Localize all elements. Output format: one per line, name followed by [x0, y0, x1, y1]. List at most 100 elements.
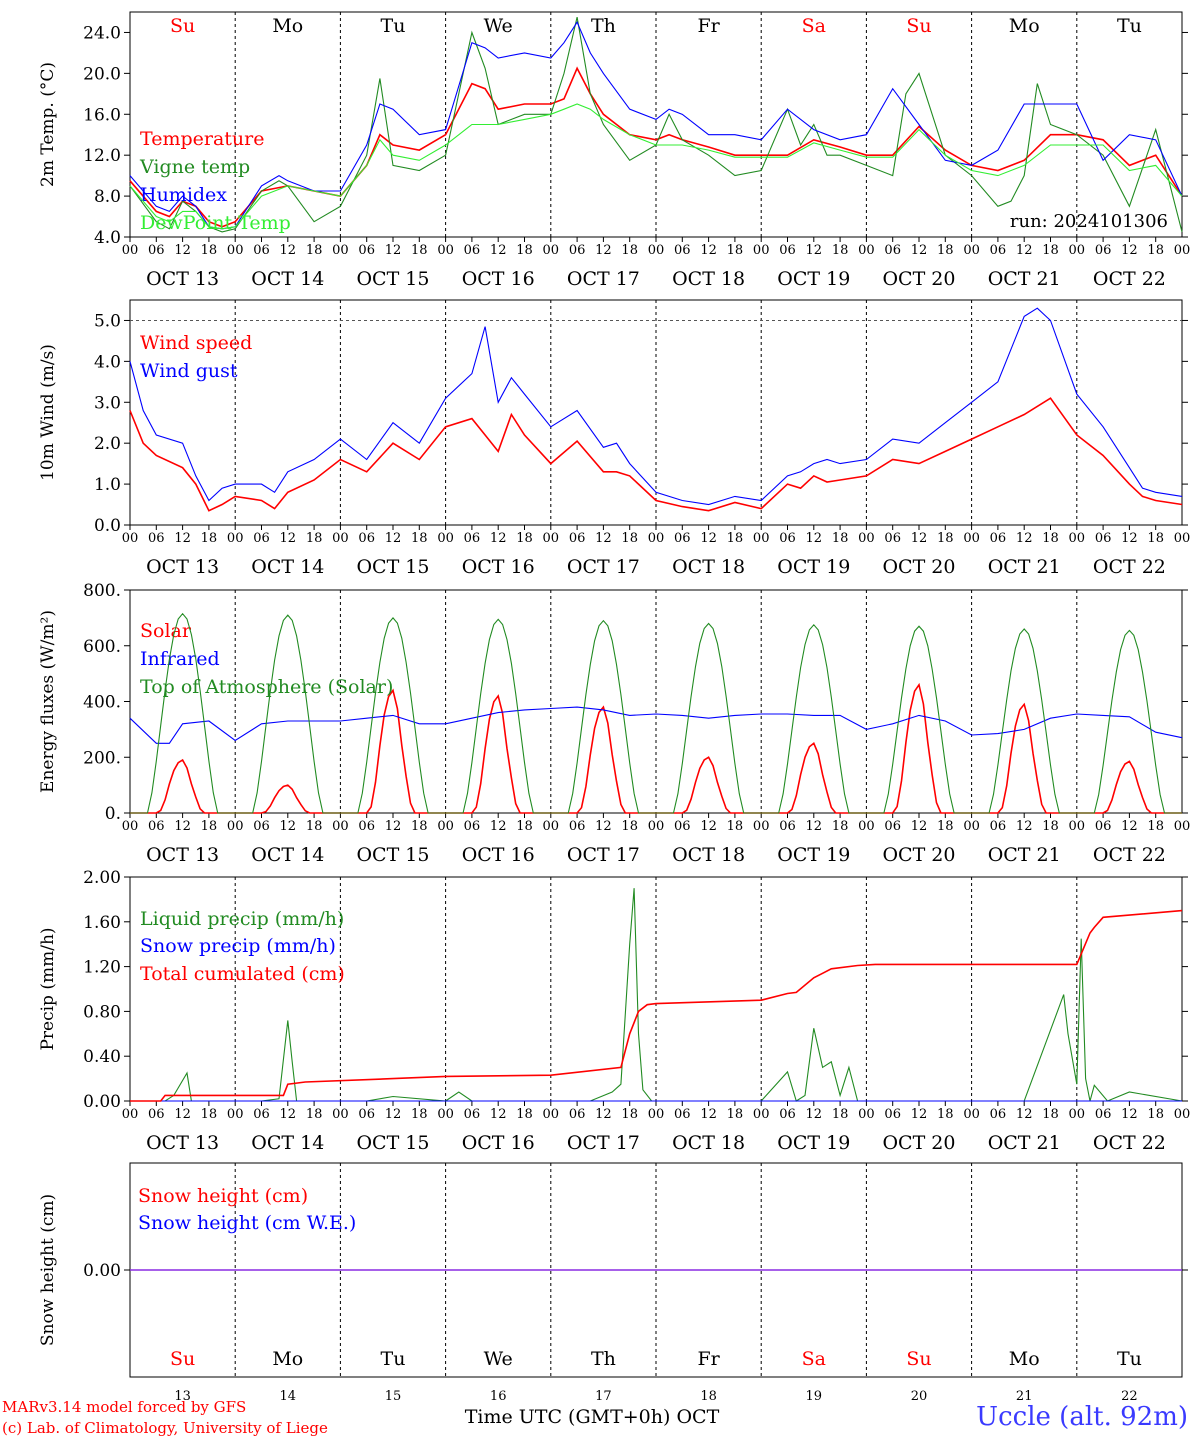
x-hour-label: 12: [700, 243, 717, 258]
x-hour-label: 12: [806, 819, 823, 834]
series-line: [129, 16, 1183, 233]
legend-entry: Temperature: [140, 128, 264, 150]
weekday-label: Su: [170, 15, 195, 37]
x-hour-label: 18: [201, 819, 218, 834]
x-hour-label: 06: [253, 819, 270, 834]
x-hour-label: 18: [306, 1107, 323, 1122]
x-hour-label: 06: [253, 1107, 270, 1122]
x-hour-label: 12: [174, 1107, 191, 1122]
x-hour-label: 00: [648, 243, 665, 258]
x-hour-label: 00: [858, 819, 875, 834]
x-hour-label: 18: [516, 819, 533, 834]
y-tick-label: 800.: [83, 581, 121, 601]
y-tick-label: 16.0: [83, 105, 121, 125]
x-date-label: OCT 18: [672, 1132, 745, 1154]
y-tick-label: 4.0: [94, 228, 121, 248]
panel-wind: 0.0 1.0 2.0 3.0 4.0 5.0 10m Wind (m/s) 00 06 12 18…: [38, 299, 1191, 578]
x-hour-label: 06: [674, 819, 691, 834]
y-axis-label: Precip (mm/h): [38, 927, 58, 1050]
y-tick-label: 2.0: [94, 434, 121, 454]
x-date-label: OCT 19: [777, 268, 850, 290]
x-hour-label: 00: [1069, 243, 1086, 258]
x-hour-label: 12: [1121, 243, 1138, 258]
x-date-label: OCT 15: [356, 844, 429, 866]
weekday-label: Tu: [381, 1348, 406, 1370]
y-tick-label: 1.60: [83, 913, 121, 933]
x-hour-label: 06: [779, 819, 796, 834]
legend-entry: Wind speed: [140, 332, 252, 354]
x-hour-label: 00: [122, 243, 139, 258]
y-axis-label: 2m Temp. (°C): [38, 62, 58, 187]
x-date-label: OCT 15: [356, 556, 429, 578]
x-hour-label: 06: [884, 243, 901, 258]
x-date-label: OCT 17: [567, 844, 640, 866]
y-tick-label: 1.20: [83, 958, 121, 978]
x-hour-label: 18: [411, 819, 428, 834]
y-tick-label: 1.0: [94, 475, 121, 495]
x-hour-label: 00: [122, 819, 139, 834]
y-tick-label: 4.0: [94, 352, 121, 372]
weekday-label: Fr: [697, 1348, 720, 1370]
station-label: Uccle (alt. 92m): [976, 1402, 1188, 1432]
x-hour-label: 06: [884, 819, 901, 834]
x-hour-label: 00: [437, 1107, 454, 1122]
weekday-label: Su: [170, 1348, 195, 1370]
run-label: run: 2024101306: [1010, 211, 1168, 232]
x-hour-label: 00: [543, 819, 560, 834]
x-hour-label: 18: [727, 1107, 744, 1122]
y-tick-label: 0.00: [83, 1092, 121, 1112]
x-date-label: OCT 16: [462, 556, 535, 578]
x-hour-label: 06: [569, 243, 586, 258]
x-date-label: OCT 22: [1093, 1132, 1166, 1154]
x-hour-label: 00: [332, 243, 349, 258]
x-hour-label: 00: [858, 531, 875, 546]
x-hour-label: 18: [1042, 243, 1059, 258]
x-hour-label: 18: [1147, 531, 1164, 546]
x-date-label: OCT 13: [146, 268, 219, 290]
x-hour-label: 06: [990, 531, 1007, 546]
x-hour-label: 00: [963, 819, 980, 834]
x-hour-label: 00: [122, 1107, 139, 1122]
x-hour-label: 12: [174, 531, 191, 546]
day-number-label: 19: [806, 1389, 823, 1404]
legend-entry: Wind gust: [140, 360, 238, 382]
x-hour-label: 18: [1147, 1107, 1164, 1122]
x-hour-label: 06: [148, 531, 165, 546]
x-hour-label: 06: [569, 531, 586, 546]
x-hour-label: 18: [306, 243, 323, 258]
plot-frame: [129, 11, 1183, 238]
x-date-label: OCT 15: [356, 268, 429, 290]
x-hour-label: 18: [201, 531, 218, 546]
x-date-label: OCT 19: [777, 1132, 850, 1154]
x-hour-label: 12: [280, 243, 297, 258]
x-date-label: OCT 15: [356, 1132, 429, 1154]
legend-entry: Vigne temp: [139, 156, 250, 178]
x-hour-label: 00: [648, 1107, 665, 1122]
x-hour-label: 12: [174, 243, 191, 258]
legend-entry: Liquid precip (mm/h): [140, 908, 344, 930]
weekday-label: We: [484, 1348, 513, 1370]
x-hour-label: 00: [227, 531, 244, 546]
x-hour-label: 00: [753, 819, 770, 834]
series-line: [129, 21, 1183, 230]
x-hour-label: 12: [1016, 531, 1033, 546]
x-hour-label: 00: [543, 243, 560, 258]
y-tick-label: 20.0: [83, 64, 121, 84]
x-date-label: OCT 18: [672, 844, 745, 866]
x-hour-label: 00: [753, 1107, 770, 1122]
x-hour-label: 18: [832, 531, 849, 546]
x-hour-label: 00: [1174, 243, 1191, 258]
x-hour-label: 00: [1069, 531, 1086, 546]
y-tick-label: 24.0: [83, 23, 121, 43]
x-date-label: OCT 21: [988, 844, 1061, 866]
x-hour-label: 00: [1174, 531, 1191, 546]
y-tick-label: 0.40: [83, 1047, 121, 1067]
x-hour-label: 18: [937, 531, 954, 546]
x-hour-label: 06: [1095, 1107, 1112, 1122]
x-hour-label: 18: [411, 1107, 428, 1122]
x-hour-label: 18: [832, 243, 849, 258]
x-hour-label: 12: [385, 531, 402, 546]
x-hour-label: 06: [674, 531, 691, 546]
series-line: [129, 103, 1183, 230]
